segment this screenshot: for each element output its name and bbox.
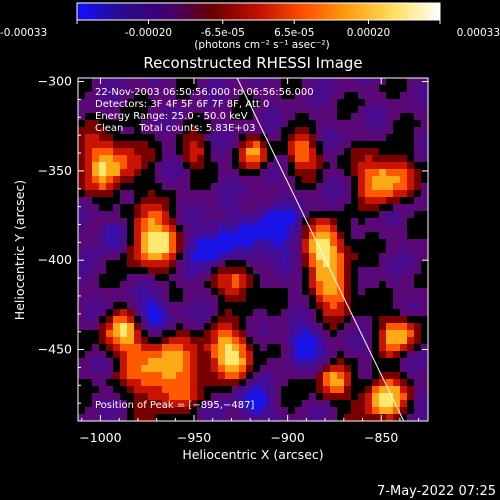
x-tick-label: −900 [270,430,304,445]
colorbar: -0.00033 -0.00020 -6.5e-05 6.5e-05 0.00020 0.… [0,2,500,51]
axis-ticks: −1000 −950 −900 −850 −300 −350 −400 −450 [38,74,428,445]
colorbar-units: (photons cm⁻² s⁻¹ asec⁻²) [194,39,329,51]
chart-title: Reconstructed RHESSI Image [143,54,362,72]
x-tick-label: −950 [177,430,211,445]
x-tick-label: −1000 [79,430,121,445]
annotations: 22-Nov-2003 06:50:56.000 to 06:56:56.000… [95,87,314,411]
x-axis-label: Heliocentric X (arcsec) [182,447,323,462]
annotation-time-range: 22-Nov-2003 06:50:56.000 to 06:56:56.000 [95,87,314,98]
timestamp: 7-May-2022 07:25 [377,484,496,499]
colorbar-ticks: -0.00033 -0.00020 -6.5e-05 6.5e-05 0.00020 0.… [0,20,500,39]
heatmap-image [78,78,428,421]
plot-area: −1000 −950 −900 −850 −300 −350 −400 −450 [38,74,429,445]
plot-frame [77,77,429,422]
annotation-clean-counts: Clean Total counts: 5.83E+03 [95,123,255,134]
annotation-detectors: Detectors: 3F 4F 5F 6F 7F 8F, Att 0 [95,99,269,110]
y-tick-label: −400 [38,252,72,267]
annotation-energy-range: Energy Range: 25.0 - 50.0 keV [95,111,248,122]
y-tick-label: −300 [38,74,72,89]
colorbar-tick-label: 0.00033 [457,27,500,39]
y-tick-label: −450 [38,342,72,357]
peak-position-label: Position of Peak = [−895,−487] [95,400,254,411]
colorbar-tick-label: 6.5e-05 [274,27,314,39]
solar-limb-line [236,78,405,421]
colorbar-gradient [76,2,441,21]
x-tick-label: −850 [364,430,398,445]
colorbar-tick-label: -0.00033 [0,27,47,39]
colorbar-tick-label: -6.5e-05 [201,27,245,39]
colorbar-tick-label: 0.00020 [347,27,390,39]
y-axis-label: Heliocentric Y (arcsec) [12,180,27,320]
y-tick-label: −350 [38,163,72,178]
colorbar-tick-label: -0.00020 [125,27,172,39]
